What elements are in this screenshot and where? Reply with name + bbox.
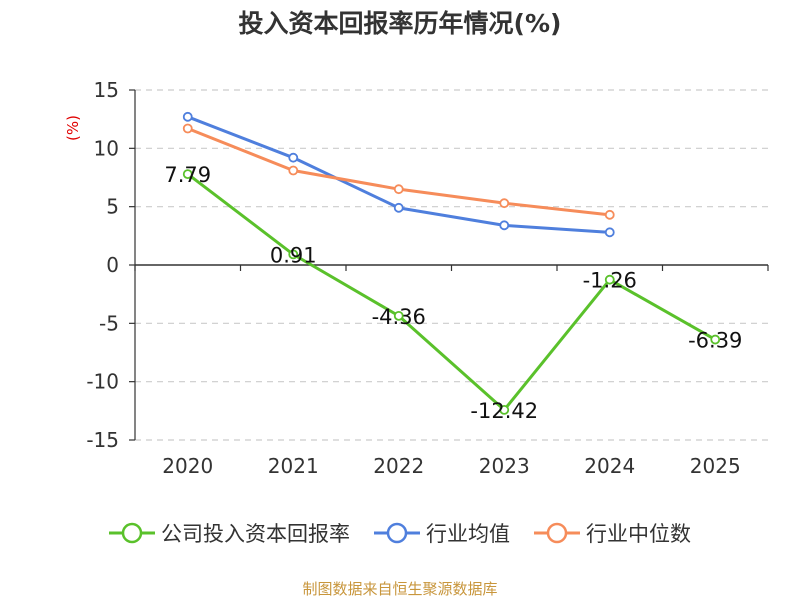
y-tick-label: -15 — [86, 428, 119, 452]
data-label-layer: 7.79 0.91 -4.36 -12.42 -1.26 -6.39 — [164, 163, 742, 423]
data-point — [604, 227, 615, 238]
data-point — [499, 404, 510, 415]
y-tick-label: -5 — [99, 311, 119, 335]
x-tick-label: 2025 — [690, 454, 741, 478]
data-label: -6.39 — [688, 329, 742, 353]
legend-line-marker-icon — [534, 522, 580, 544]
data-point — [182, 169, 193, 180]
data-label: 7.79 — [164, 163, 211, 187]
series-line — [187, 115, 610, 234]
data-label: -1.26 — [583, 269, 637, 293]
data-point — [393, 310, 404, 321]
data-point — [288, 152, 299, 163]
data-label: -4.36 — [372, 305, 426, 329]
y-tick-label: 10 — [94, 136, 119, 160]
data-label: 0.91 — [270, 243, 317, 267]
legend-line-marker-icon — [109, 522, 155, 544]
series-layer — [182, 111, 721, 415]
axis-layer: 15 10 5 0 -5 -10 -15 (%) 2020 2021 2022 2023 2024 202… — [64, 78, 769, 478]
chart-title: 投入资本回报率历年情况(%) — [238, 9, 562, 38]
series-line — [186, 172, 716, 412]
legend-label: 行业中位数 — [586, 522, 691, 546]
legend-item[interactable]: 公司投入资本回报率 — [109, 518, 350, 548]
legend-label: 行业均值 — [426, 522, 510, 546]
data-label: -12.42 — [470, 399, 538, 423]
x-tick-label: 2022 — [373, 454, 424, 478]
legend: 公司投入资本回报率 行业均值 行业中位数 — [0, 518, 800, 548]
y-tick-label: -10 — [86, 370, 119, 394]
legend-item[interactable]: 行业中位数 — [534, 518, 691, 548]
y-axis-label: (%) — [64, 115, 82, 141]
x-tick-label: 2021 — [268, 454, 319, 478]
y-tick-label: 5 — [106, 195, 119, 219]
data-point — [182, 123, 193, 134]
legend-label: 公司投入资本回报率 — [161, 522, 350, 546]
y-tick-label: 0 — [106, 253, 119, 277]
source-note: 制图数据来自恒生聚源数据库 — [302, 580, 498, 598]
data-point — [604, 274, 615, 285]
legend-line-marker-icon — [374, 522, 420, 544]
data-point — [604, 209, 615, 220]
x-tick-label: 2024 — [584, 454, 635, 478]
data-point — [710, 334, 721, 345]
data-point — [393, 202, 404, 213]
y-tick-label: 15 — [94, 78, 119, 102]
x-tick-label: 2023 — [479, 454, 530, 478]
data-point — [182, 111, 193, 122]
data-point — [499, 198, 510, 209]
data-point — [499, 220, 510, 231]
legend-item[interactable]: 行业均值 — [374, 518, 510, 548]
data-point — [288, 165, 299, 176]
data-point — [288, 249, 299, 260]
data-point — [393, 184, 404, 195]
x-tick-label: 2020 — [162, 454, 213, 478]
